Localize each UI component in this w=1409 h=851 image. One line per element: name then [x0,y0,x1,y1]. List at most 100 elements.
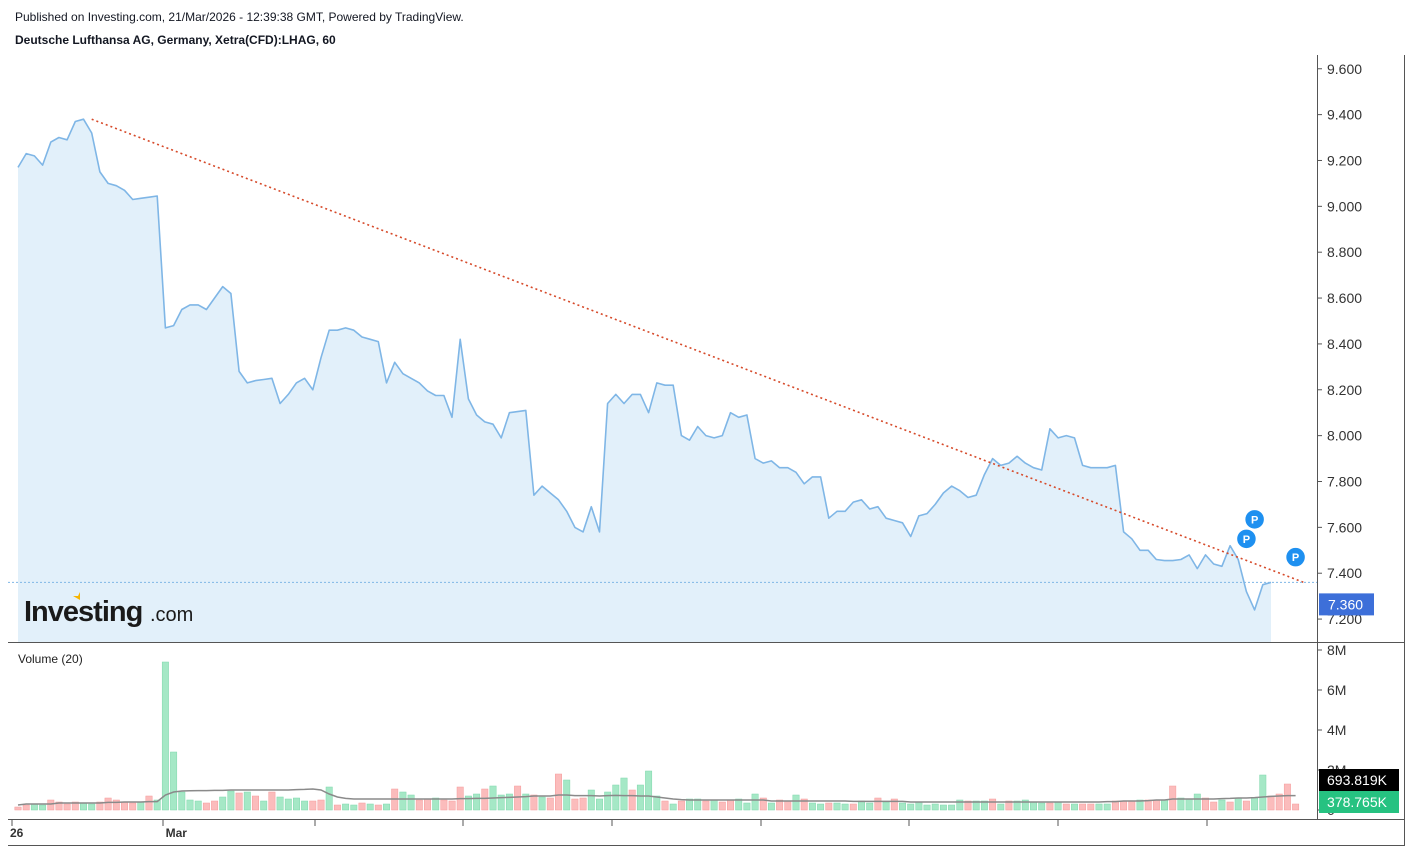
last-price-badge: 7.360 [1319,593,1374,616]
volume-bar [1226,801,1234,811]
volume-layer [14,661,1300,811]
flag-marker: P [1284,546,1307,568]
volume-bar [710,799,718,811]
volume-bar [759,797,767,811]
published-line: Published on Investing.com, 21/Mar/2026 … [15,10,464,24]
price-tick-label: 7.800 [1327,473,1362,489]
volume-bar [1218,799,1226,811]
volume-bar [366,803,374,811]
volume-bar [612,784,620,811]
volume-bar [948,804,956,811]
volume-bar [1079,803,1087,811]
volume-bar [1103,803,1111,811]
volume-bar [636,784,644,811]
investing-logo: Investing .com [24,592,193,628]
volume-bar [80,802,87,811]
volume-bar [161,661,169,811]
volume-bar [374,804,382,811]
price-area-fill [18,119,1271,642]
volume-bar [432,797,440,811]
volume-bar [129,802,137,811]
volume-bar [309,800,317,811]
logo-brand: Investing [24,596,142,628]
volume-bar [112,799,120,811]
volume-bar [800,798,808,811]
volume-bar [473,793,481,811]
volume-bar [514,785,522,811]
volume-bar [522,793,530,811]
volume-bar [1161,799,1168,811]
volume-bar [661,800,669,811]
volume-bar [718,801,726,811]
volume-bar [317,799,325,811]
volume-bar [899,802,906,811]
volume-bar [268,791,276,811]
volume-bar [858,800,865,811]
volume-bar [604,791,612,811]
volume-bar [1046,802,1054,811]
volume-bar [931,803,939,811]
flag-circle [1243,508,1266,531]
volume-bar [1185,798,1193,811]
volume-bar [825,802,833,811]
volume-bar [342,803,350,811]
volume-bar [153,799,161,811]
volume-bar [1283,783,1291,811]
flag-label: P [1243,534,1250,546]
volume-bar [1136,799,1144,811]
last-price-badge-label: 7.360 [1328,596,1363,612]
volume-bar [964,800,972,811]
volume-bar [890,798,898,811]
symbol-title: Deutsche Lufthansa AG, Germany, Xetra(CF… [15,33,336,47]
volume-bar [137,801,145,811]
volume-bar [784,800,792,811]
volume-ma-line [17,788,1296,806]
volume-bar [121,801,128,811]
volume-bar [669,803,677,811]
time-tick-label: 26 [10,826,24,840]
volume-bar [1062,803,1070,811]
volume-tick-label: 4M [1327,722,1346,738]
volume-bar [505,793,513,811]
volume-bar [1144,799,1152,811]
volume-bar [530,794,538,811]
price-tick-label: 7.600 [1327,519,1362,535]
volume-bar [841,803,849,811]
volume-bar [1152,799,1160,811]
volume-bar [980,800,988,811]
volume-bar [628,789,636,811]
volume-bar [399,791,407,811]
volume-bar [792,794,800,811]
volume-bar [866,802,874,811]
volume-bar [956,799,964,811]
volume-bar [243,791,251,811]
volume-bar [817,803,825,811]
price-tick-label: 8.400 [1327,336,1362,352]
volume-bar [1210,801,1218,811]
trendline [91,118,1305,584]
price-tick-label: 8.600 [1327,290,1362,306]
volume-bar [972,800,980,811]
volume-pane-title: Volume (20) [18,652,83,666]
volume-bar [1054,801,1062,811]
volume-bar [743,802,751,811]
volume-bar [55,801,63,811]
volume-bar [653,795,661,811]
volume-bar [620,777,628,811]
volume-ma-badge-label: 693.819K [1327,772,1388,788]
volume-bar [1087,803,1095,811]
volume-bar [1005,800,1013,811]
volume-bar [252,795,259,811]
logo-suffix: .com [150,604,193,626]
volume-bar [440,799,448,811]
volume-bar [1038,802,1046,811]
volume-bar [546,797,554,811]
volume-bar [1095,803,1103,811]
volume-bar [677,800,685,811]
volume-bar [751,793,759,811]
volume-bar [293,797,300,811]
price-axis: 9.600 9.400 9.200 9.000 8.800 8.600 8.400 8.200… [1317,61,1374,627]
volume-bar [284,798,292,811]
volume-bar [1251,797,1259,811]
